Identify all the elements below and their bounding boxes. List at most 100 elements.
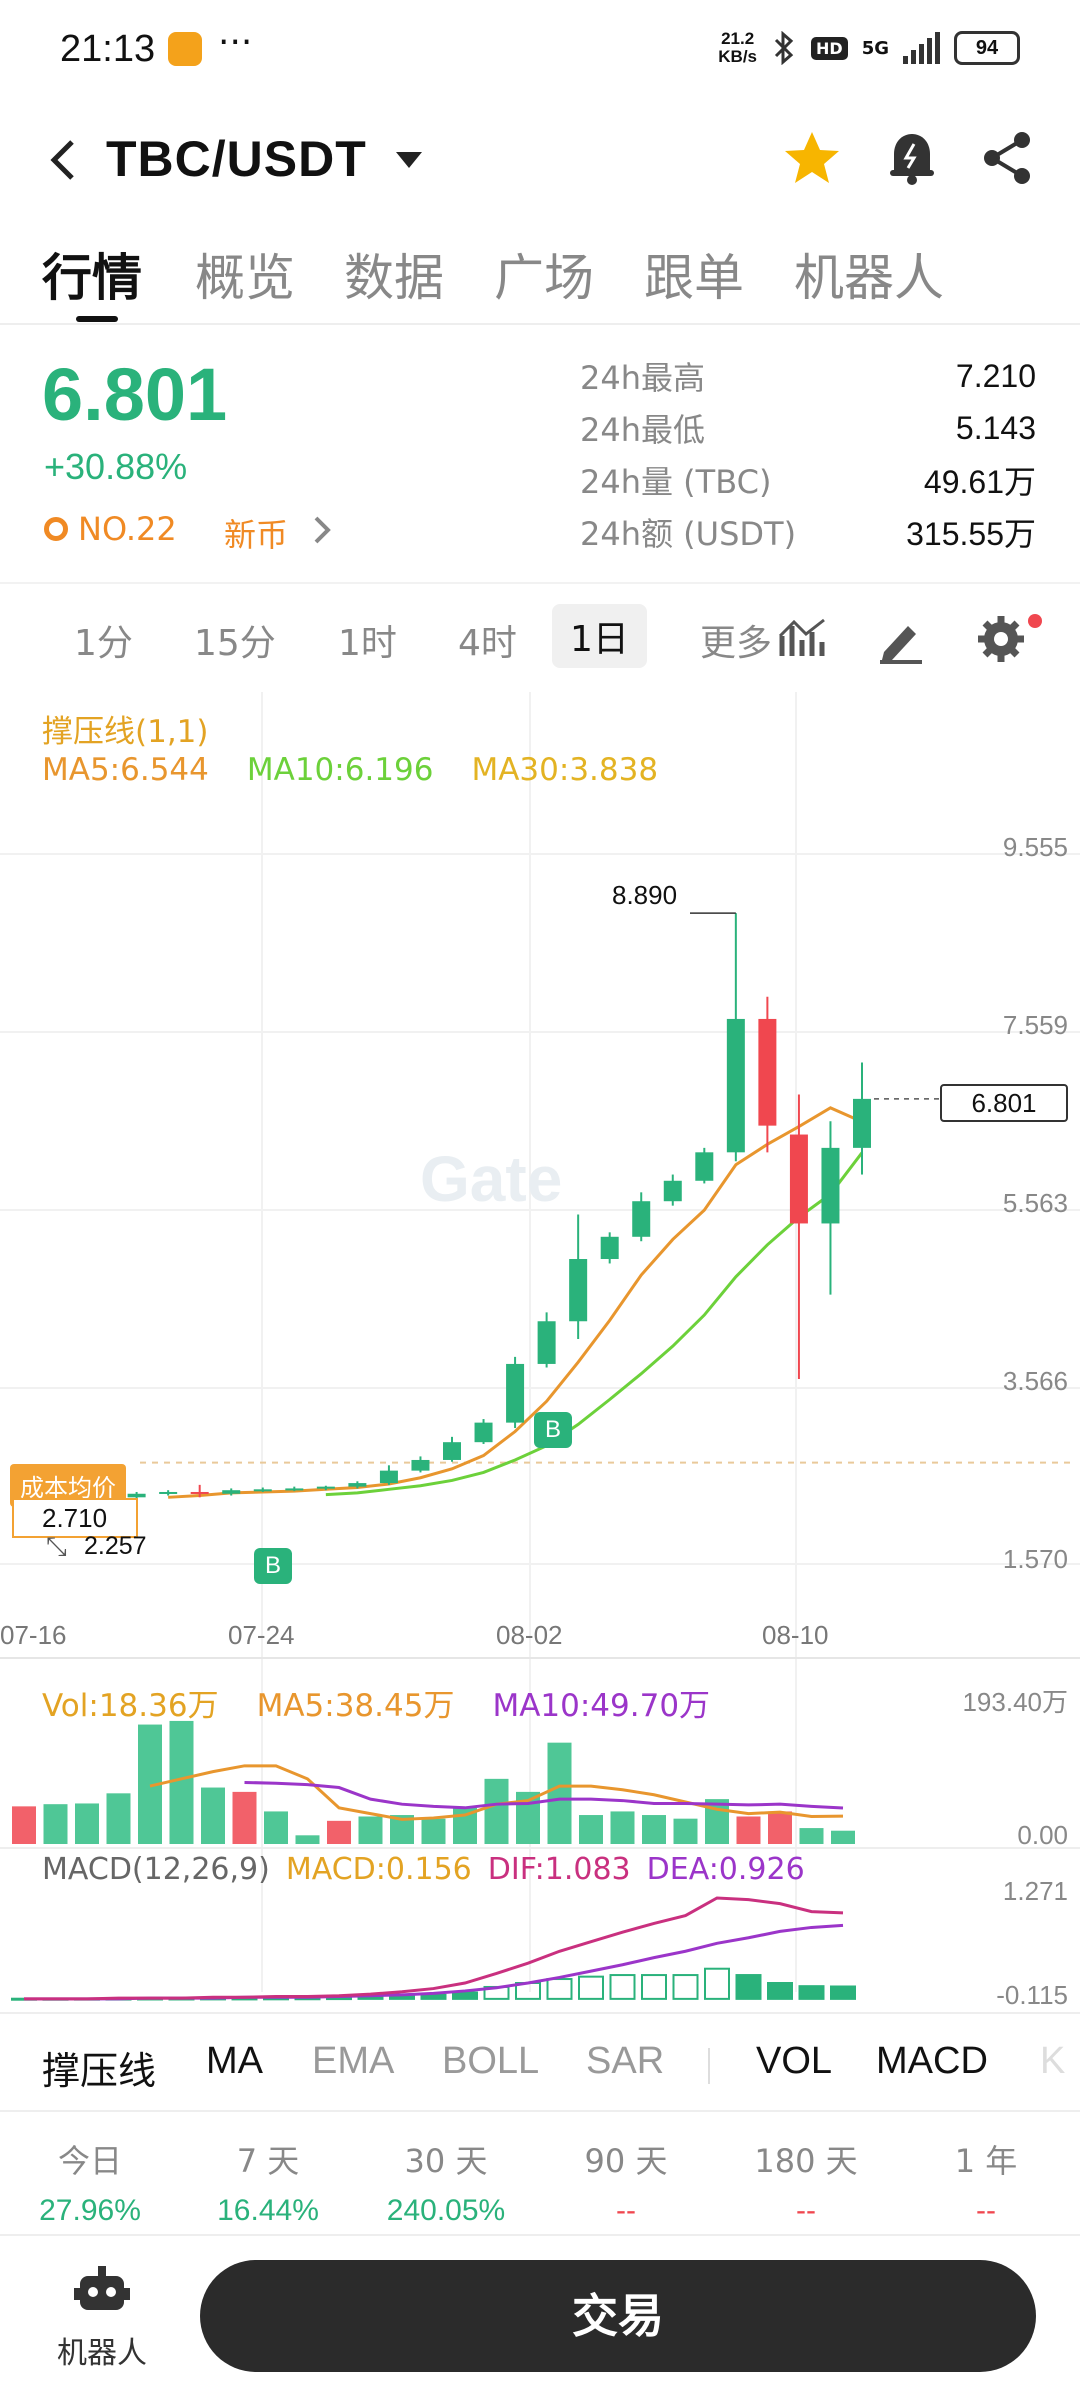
trade-button[interactable]: 交易 (200, 2260, 1036, 2372)
chevron-right-icon[interactable] (310, 510, 334, 550)
tab-market[interactable]: 行情 (42, 249, 142, 307)
indicator-sr[interactable]: 撑压线 (42, 2051, 157, 2093)
gate-watermark: Gate (420, 1143, 563, 1215)
macd-bar (546, 1978, 573, 2000)
status-bar: 21:13 ··· 21.2 KB/s HD 5G 94 (0, 0, 1080, 100)
candlestick-chart[interactable] (0, 692, 1080, 2012)
new-coin-tag[interactable]: 新币 (224, 516, 289, 554)
bottom-bar: 机器人 交易 (0, 2234, 1080, 2400)
macd-bar (830, 1985, 856, 2000)
change-percent: +30.88% (44, 446, 188, 487)
draw-tool-icon[interactable] (874, 612, 928, 666)
volume-value: Vol:18.36万 (42, 1688, 219, 1724)
y-tick: 5.563 (1002, 1188, 1068, 1218)
indicator-icon[interactable] (776, 612, 830, 666)
volume-bar (327, 1820, 351, 1844)
return-7d: 7 天 16.44% (217, 2142, 319, 2227)
volume-bar (484, 1778, 509, 1844)
robot-icon (74, 2266, 130, 2310)
volume-bar (12, 1806, 36, 1844)
stats-panel: 24h最高 7.210 24h最低 5.143 24h量 (TBC) 49.61万 2… (580, 350, 1036, 558)
macd-bar (452, 1991, 478, 2000)
tab-copy-trading[interactable]: 跟单 (644, 249, 744, 307)
x-tick: 07-24 (228, 1620, 295, 1650)
alert-bell-icon[interactable] (880, 126, 944, 190)
macd-top-label: 1.271 (1002, 1876, 1068, 1906)
indicator-boll[interactable]: BOLL (442, 2040, 540, 2082)
low-price-label: 2.257 (84, 1532, 147, 1560)
period-toolbar: 1分 15分 1时 4时 1日 更多 (0, 582, 1080, 692)
pair-dropdown-icon[interactable] (394, 150, 424, 170)
indicator-vol[interactable]: VOL (756, 2040, 833, 2082)
stat-row: 24h最低 5.143 (580, 409, 1036, 450)
y-tick: 7.559 (1002, 1010, 1068, 1040)
candle-body (726, 1018, 745, 1153)
dif-value: DIF:1.083 (487, 1852, 631, 1887)
volume-bar (201, 1787, 225, 1844)
chart-area[interactable]: 撑压线(1,1) MA5:6.544 MA10:6.196 MA30:3.838… (0, 692, 1080, 2012)
collapse-arrows-icon[interactable]: ⤡ (46, 1532, 67, 1562)
y-tick: 3.566 (1002, 1366, 1068, 1396)
cost-average-value: 2.710 (12, 1498, 138, 1538)
tab-square[interactable]: 广场 (494, 249, 594, 307)
network-type: 5G (861, 37, 889, 59)
main-tabs: 行情 概览 数据 广场 跟单 机器人 (0, 220, 1080, 325)
back-icon[interactable] (42, 120, 92, 200)
current-price-tag: 6.801 (940, 1084, 1068, 1122)
status-time: 21:13 (60, 28, 156, 70)
tab-data[interactable]: 数据 (344, 249, 444, 307)
macd-title: MACD(12,26,9) (42, 1852, 270, 1887)
macd-bar (578, 1975, 604, 2000)
indicator-macd[interactable]: MACD (876, 2040, 988, 2082)
volume-legend: Vol:18.36万 MA5:38.45万 MA10:49.70万 (42, 1680, 710, 1725)
volume-bar (421, 1818, 446, 1844)
buy-marker[interactable]: B (254, 1548, 292, 1584)
period-1h[interactable]: 1时 (338, 623, 397, 664)
candle-body (853, 1098, 871, 1148)
buy-marker[interactable]: B (534, 1412, 572, 1448)
candle-body (411, 1459, 430, 1471)
volume-bar (799, 1828, 824, 1844)
indicator-tabs: 撑压线 MA EMA BOLL SAR VOL MACD K (0, 2012, 1080, 2112)
bluetooth-icon (774, 31, 794, 65)
bot-button[interactable]: 机器人 (52, 2266, 152, 2372)
period-1m[interactable]: 1分 (74, 623, 133, 664)
macd-bar (704, 1967, 730, 2000)
indicator-ma[interactable]: MA (206, 2040, 263, 2082)
period-1d[interactable]: 1日 (552, 604, 647, 668)
signal-icon (903, 32, 940, 64)
tab-bots[interactable]: 机器人 (794, 249, 944, 307)
settings-icon[interactable] (974, 612, 1028, 666)
indicator-sar[interactable]: SAR (586, 2040, 665, 2082)
macd-value: MACD:0.156 (285, 1852, 472, 1887)
candle-body (789, 1134, 808, 1224)
period-4h[interactable]: 4时 (458, 623, 517, 664)
macd-bar (357, 1996, 384, 2000)
volume-bar (673, 1818, 698, 1844)
candle-body (537, 1321, 556, 1364)
y-tick: 9.555 (1002, 832, 1068, 862)
return-1y: 1 年 -- (954, 2142, 1018, 2227)
pair-title[interactable]: TBC/USDT (106, 131, 367, 187)
candle-body (443, 1442, 461, 1460)
macd-bottom-label: -0.115 (996, 1980, 1068, 2010)
star-icon[interactable] (780, 126, 844, 190)
tab-overview[interactable]: 概览 (195, 249, 295, 307)
volume-bar (736, 1816, 761, 1844)
volume-bar (75, 1803, 99, 1844)
indicator-kdj[interactable]: K (1040, 2040, 1066, 2082)
candle-body (316, 1486, 335, 1489)
indicator-ema[interactable]: EMA (312, 2040, 395, 2082)
stat-row: 24h最高 7.210 (580, 357, 1036, 398)
volume-bar (831, 1830, 855, 1844)
period-more[interactable]: 更多 (700, 623, 770, 664)
candle-body (663, 1180, 682, 1202)
macd-bar (641, 1974, 667, 2000)
volume-bar (610, 1811, 635, 1844)
period-15m[interactable]: 15分 (194, 623, 276, 664)
volume-bar (579, 1815, 603, 1844)
rank-icon (44, 517, 68, 541)
share-icon[interactable] (976, 126, 1040, 190)
candle-body (379, 1470, 398, 1484)
volume-bar (106, 1793, 131, 1844)
